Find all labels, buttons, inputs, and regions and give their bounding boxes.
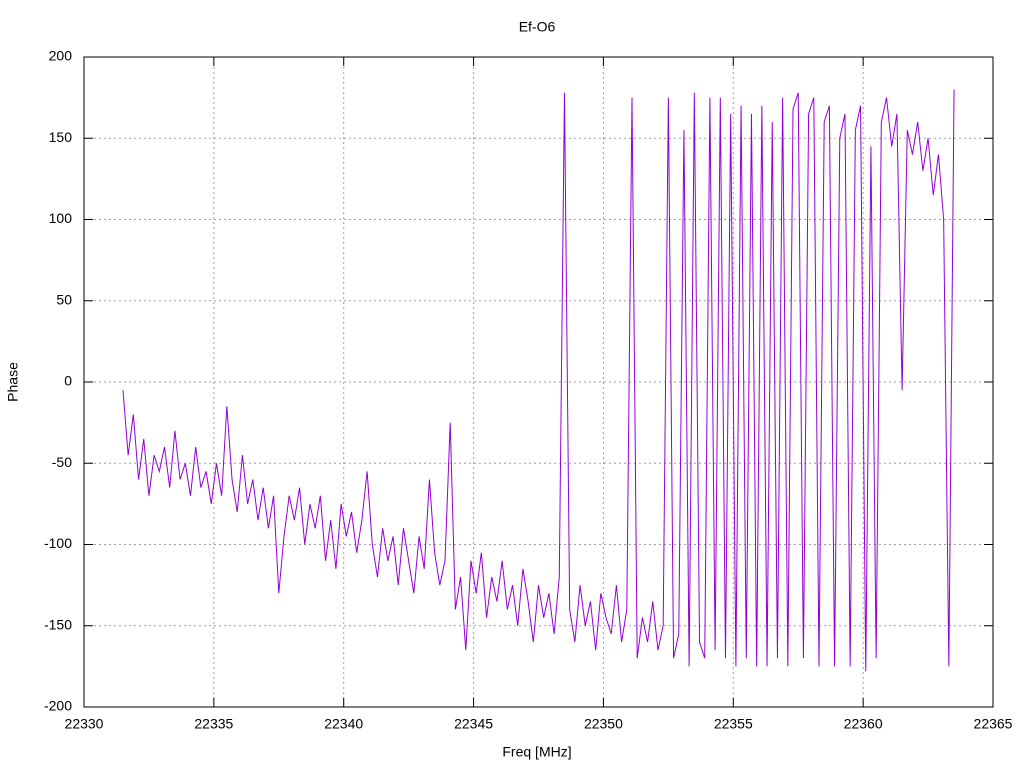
x-tick-label: 22365 (974, 716, 1013, 732)
y-tick-label: -200 (44, 698, 72, 714)
plot-frame (83, 56, 994, 708)
chart-title: Ef-O6 (519, 19, 556, 35)
y-tick-label: 200 (49, 48, 73, 64)
x-tick-label: 22360 (844, 716, 883, 732)
y-tick-label: -50 (52, 454, 72, 470)
x-tick-label: 22335 (194, 716, 233, 732)
y-axis-label: Phase (5, 362, 21, 402)
y-tick-label: -150 (44, 616, 72, 632)
y-tick-label: 100 (49, 210, 73, 226)
y-tick-label: 150 (49, 129, 73, 145)
x-tick-label: 22355 (714, 716, 753, 732)
x-axis-label: Freq [MHz] (502, 744, 571, 760)
data-line (122, 89, 955, 672)
y-tick-label: 50 (56, 291, 72, 307)
x-tick-label: 22350 (584, 716, 623, 732)
x-tick-label: 22345 (454, 716, 493, 732)
x-tick-label: 22340 (324, 716, 363, 732)
y-tick-label: -100 (44, 535, 72, 551)
y-tick-label: 0 (64, 373, 72, 389)
x-tick-label: 22330 (65, 716, 104, 732)
